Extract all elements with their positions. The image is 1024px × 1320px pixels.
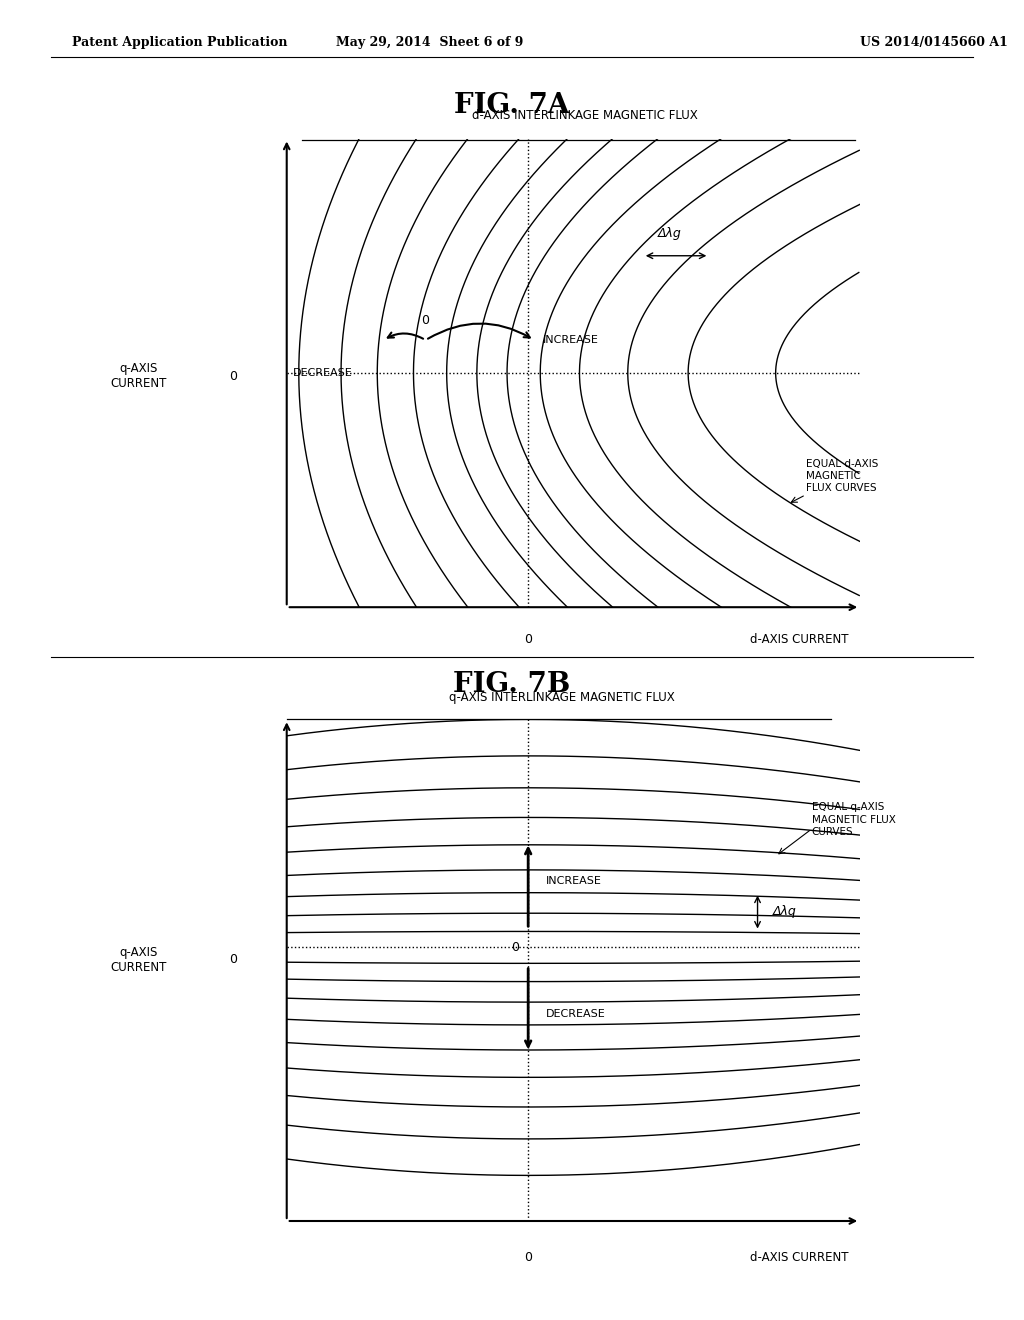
Text: d-AXIS CURRENT: d-AXIS CURRENT [750, 1250, 848, 1263]
Text: Δλq: Δλq [773, 906, 797, 919]
Text: May 29, 2014  Sheet 6 of 9: May 29, 2014 Sheet 6 of 9 [337, 36, 523, 49]
Text: 0: 0 [524, 1250, 532, 1263]
Text: 0: 0 [422, 314, 429, 326]
Text: 0: 0 [229, 953, 238, 966]
Text: FIG. 7A: FIG. 7A [455, 92, 569, 119]
Text: Patent Application Publication: Patent Application Publication [72, 36, 287, 49]
Text: 0: 0 [511, 941, 519, 954]
Text: INCREASE: INCREASE [546, 876, 602, 886]
Text: FIG. 7B: FIG. 7B [454, 671, 570, 697]
Text: EQUAL q-AXIS
MAGNETIC FLUX
CURVES: EQUAL q-AXIS MAGNETIC FLUX CURVES [812, 803, 896, 837]
Text: 0: 0 [524, 634, 532, 645]
Text: d-AXIS CURRENT: d-AXIS CURRENT [750, 634, 848, 645]
Text: DECREASE: DECREASE [546, 1008, 606, 1019]
Text: q-AXIS
CURRENT: q-AXIS CURRENT [110, 362, 167, 391]
Text: Δλg: Δλg [658, 227, 682, 240]
Text: 0: 0 [229, 370, 238, 383]
Text: q-AXIS
CURRENT: q-AXIS CURRENT [110, 945, 167, 974]
Text: INCREASE: INCREASE [544, 335, 599, 345]
Text: US 2014/0145660 A1: US 2014/0145660 A1 [860, 36, 1008, 49]
Text: q-AXIS INTERLINKAGE MAGNETIC FLUX: q-AXIS INTERLINKAGE MAGNETIC FLUX [450, 692, 675, 705]
Text: EQUAL d-AXIS
MAGNETIC
FLUX CURVES: EQUAL d-AXIS MAGNETIC FLUX CURVES [806, 458, 879, 494]
Text: d-AXIS INTERLINKAGE MAGNETIC FLUX: d-AXIS INTERLINKAGE MAGNETIC FLUX [472, 110, 697, 123]
Text: DECREASE: DECREASE [293, 368, 352, 378]
